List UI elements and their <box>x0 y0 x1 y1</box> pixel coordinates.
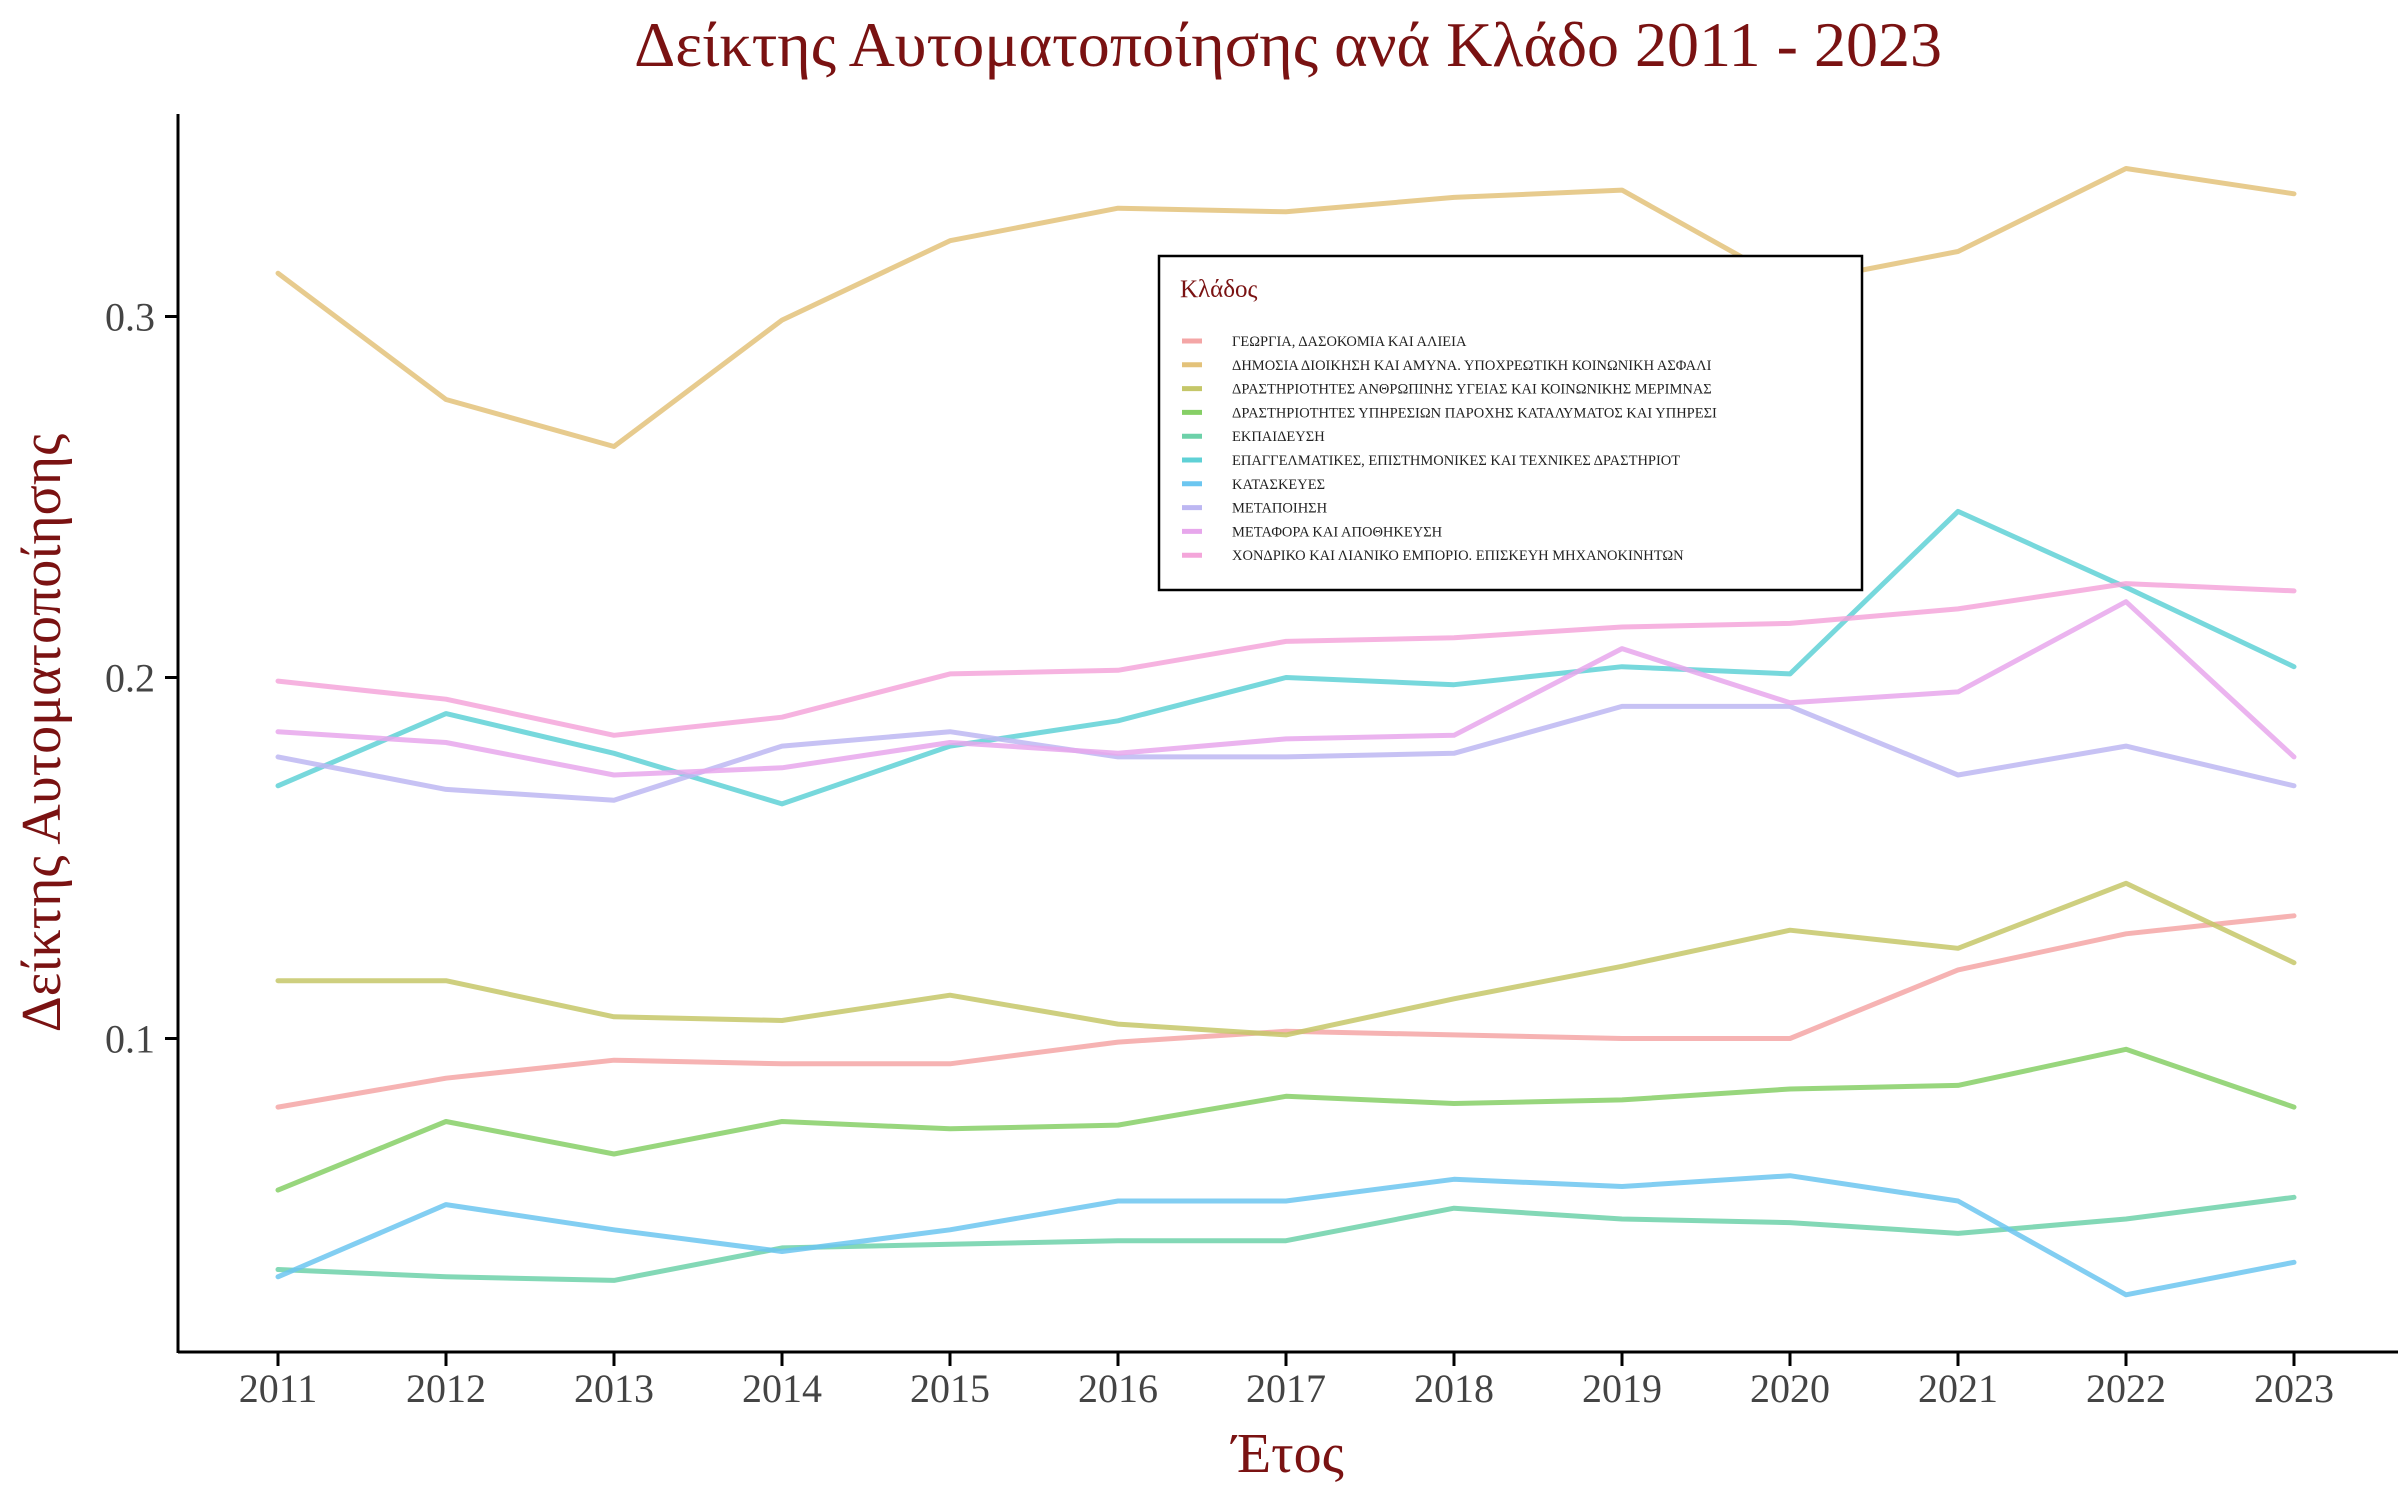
legend-label: ΔΡΑΣΤΗΡΙΟΤΗΤΕΣ ΑΝΘΡΩΠΙΝΗΣ ΥΓΕΙΑΣ ΚΑΙ ΚΟΙ… <box>1232 382 1712 398</box>
x-tick-label: 2015 <box>910 1366 990 1411</box>
x-tick-label: 2012 <box>406 1366 486 1411</box>
series-line-5 <box>275 1194 2297 1283</box>
y-tick-label: 0.2 <box>105 656 155 701</box>
legend-label: ΕΚΠΑΙΔΕΥΣΗ <box>1232 429 1325 445</box>
series-line-6 <box>275 508 2297 807</box>
x-axis-title: Έτος <box>1230 1423 1344 1485</box>
legend-label: ΧΟΝΔΡΙΚΟ ΚΑΙ ΛΙΑΝΙΚΟ ΕΜΠΟΡΙΟ. ΕΠΙΣΚΕΥΗ Μ… <box>1232 548 1684 564</box>
series-line-7 <box>275 1173 2297 1298</box>
series-line-2 <box>275 166 2297 449</box>
legend-label: ΓΕΩΡΓΙΑ, ΔΑΣΟΚΟΜΙΑ ΚΑΙ ΑΛΙΕΙΑ <box>1232 334 1467 350</box>
legend-items: ΓΕΩΡΓΙΑ, ΔΑΣΟΚΟΜΙΑ ΚΑΙ ΑΛΙΕΙΑ ΔΗΜΟΣΙΑ ΔΙΟ… <box>1182 334 1717 564</box>
x-tick-label: 2019 <box>1582 1366 1662 1411</box>
x-tick-label: 2018 <box>1414 1366 1494 1411</box>
x-tick-label: 2023 <box>2254 1366 2334 1411</box>
legend-box <box>1157 254 1864 592</box>
series-line-9 <box>275 599 2297 778</box>
legend-label: ΚΑΤΑΣΚΕΥΕΣ <box>1232 477 1325 493</box>
legend-label: ΕΠΑΓΓΕΛΜΑΤΙΚΕΣ, ΕΠΙΣΤΗΜΟΝΙΚΕΣ ΚΑΙ ΤΕΧΝΙΚ… <box>1232 453 1680 469</box>
chart-title: Δείκτης Αυτοματοποίησης ανά Κλάδο 2011 -… <box>634 9 1942 80</box>
x-tick-label: 2021 <box>1918 1366 1998 1411</box>
x-tick-label: 2014 <box>742 1366 822 1411</box>
y-tick-label: 0.1 <box>105 1017 155 1062</box>
x-tick-label: 2013 <box>574 1366 654 1411</box>
legend-label: ΔΗΜΟΣΙΑ ΔΙΟΙΚΗΣΗ ΚΑΙ ΑΜΥΝΑ. ΥΠΟΧΡΕΩΤΙΚΗ … <box>1232 358 1712 374</box>
legend-label: ΜΕΤΑΦΟΡΑ ΚΑΙ ΑΠΟΘΗΚΕΥΣΗ <box>1232 524 1443 540</box>
legend: Κλάδος ΓΕΩΡΓΙΑ, ΔΑΣΟΚΟΜΙΑ ΚΑΙ ΑΛΙΕΙΑ ΔΗΜΟ… <box>1157 254 1864 592</box>
x-tick-label: 2016 <box>1078 1366 1158 1411</box>
legend-title: Κλάδος <box>1180 276 1258 303</box>
series-line-10 <box>275 581 2297 738</box>
series-line-8 <box>275 703 2297 803</box>
y-axis-title: Δείκτης Αυτοματοποίησης <box>11 434 73 1033</box>
legend-label: ΔΡΑΣΤΗΡΙΟΤΗΤΕΣ ΥΠΗΡΕΣΙΩΝ ΠΑΡΟΧΗΣ ΚΑΤΑΛΥΜ… <box>1232 405 1717 421</box>
x-tick-label: 2017 <box>1246 1366 1326 1411</box>
legend-label: ΜΕΤΑΠΟΙΗΣΗ <box>1232 501 1328 517</box>
x-tick-label: 2020 <box>1750 1366 1830 1411</box>
x-ticks: 2011 2012 2013 2014 2015 2016 2017 2018 2019 2020… <box>239 1352 2334 1411</box>
y-tick-label: 0.3 <box>105 295 155 340</box>
plot-area <box>275 166 2297 1298</box>
x-tick-label: 2011 <box>239 1366 318 1411</box>
series-line-4 <box>275 1046 2297 1193</box>
y-ticks: 0.1 0.2 0.3 <box>105 295 178 1062</box>
series-line-3 <box>275 880 2297 1038</box>
x-tick-label: 2022 <box>2086 1366 2166 1411</box>
series-line-1 <box>275 913 2297 1110</box>
